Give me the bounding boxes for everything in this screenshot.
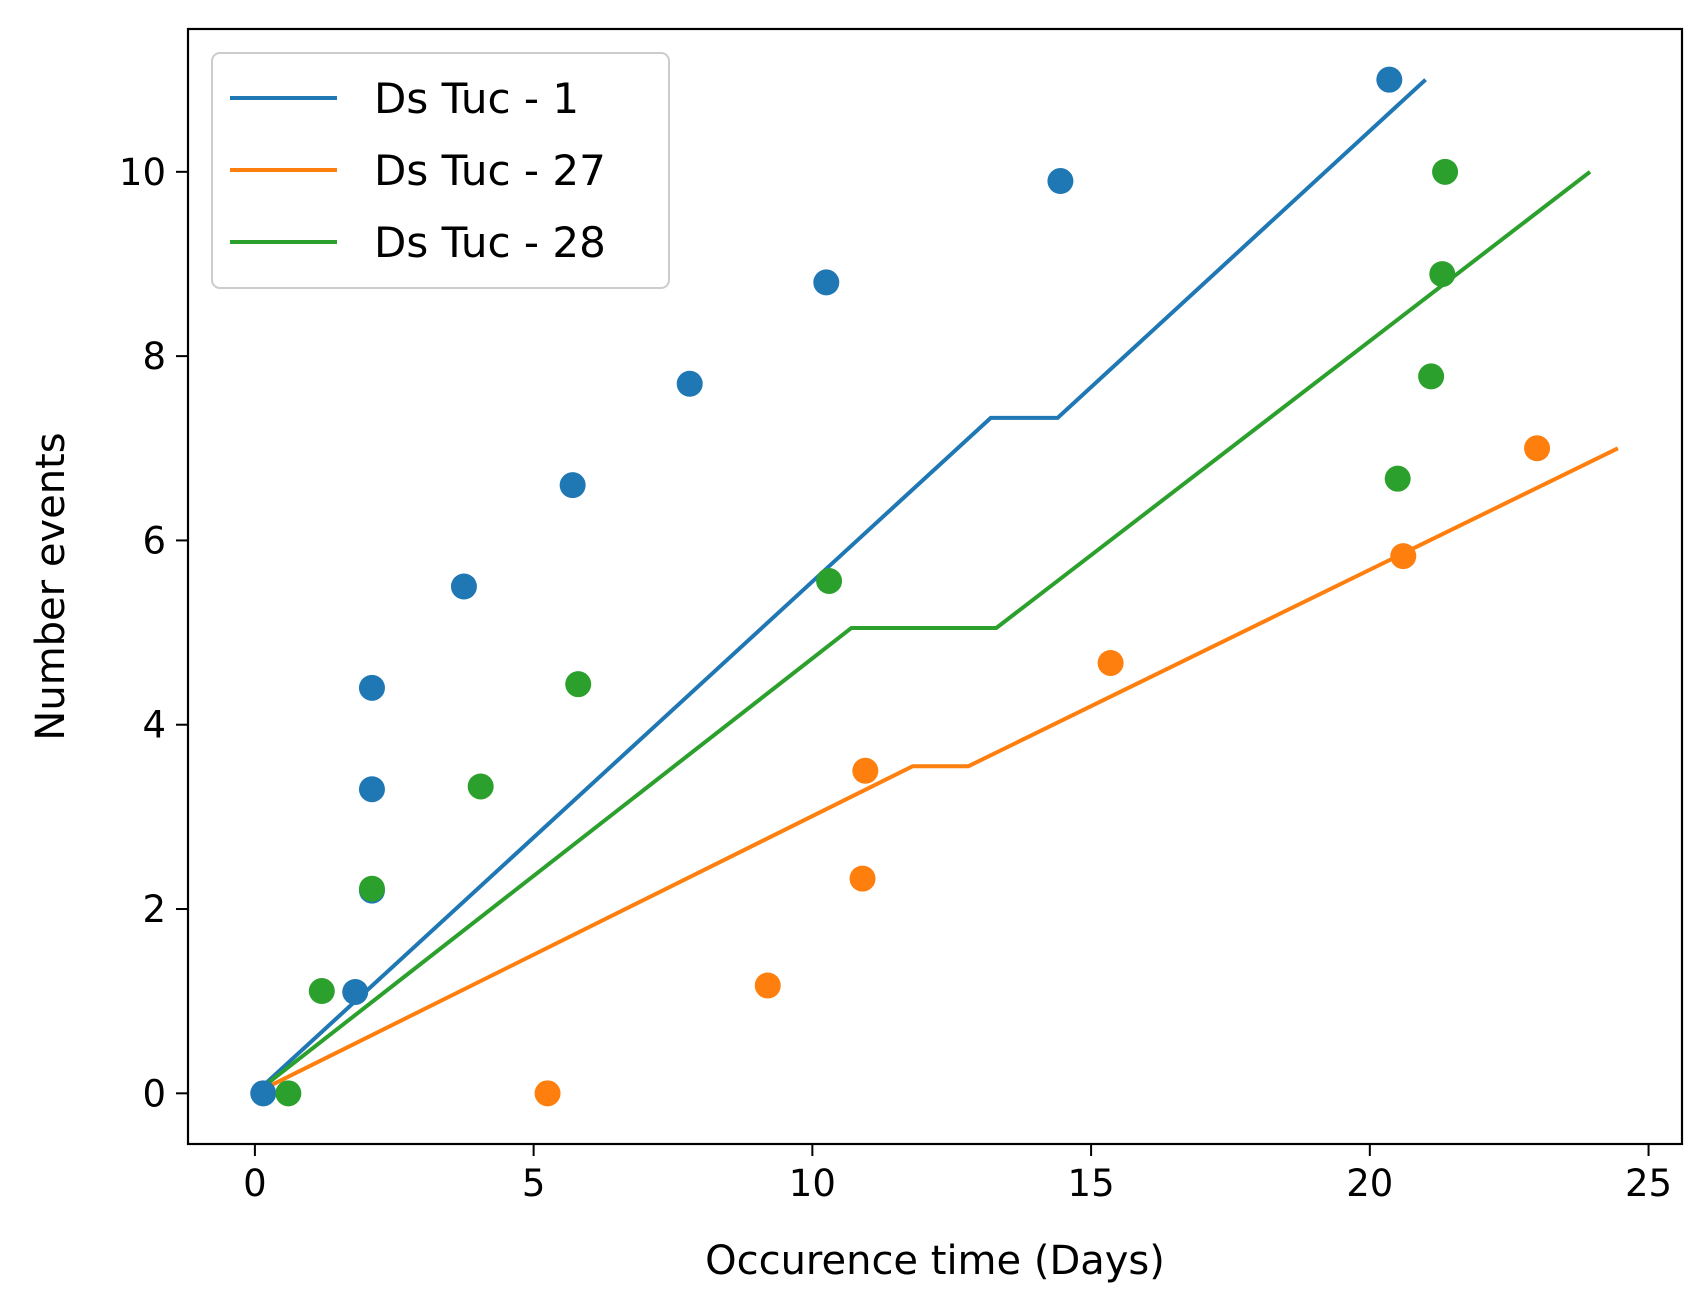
y-tick-label: 0: [142, 1072, 166, 1115]
point-series-3-9: [1429, 261, 1456, 288]
legend-label-1: Ds Tuc - 1: [374, 74, 579, 123]
point-series-3-10: [1432, 158, 1459, 185]
x-tick-label: 5: [522, 1162, 546, 1205]
y-tick-label: 6: [142, 519, 166, 562]
point-series-1-6: [450, 573, 477, 600]
point-series-2-7: [1524, 435, 1551, 462]
point-series-1-9: [813, 269, 840, 296]
point-series-2-4: [852, 757, 879, 784]
fit-line-2: [254, 446, 1619, 1096]
point-series-2-6: [1390, 543, 1417, 570]
point-series-1-8: [676, 370, 703, 397]
y-axis-ticks: 0 2 4 6 8 10: [119, 151, 188, 1115]
x-tick-label: 25: [1625, 1162, 1672, 1205]
point-series-1-5: [358, 674, 385, 701]
point-series-2-3: [849, 865, 876, 892]
y-tick-label: 8: [142, 335, 166, 378]
point-series-3-3: [358, 875, 385, 902]
x-tick-label: 10: [789, 1162, 836, 1205]
point-series-1-7: [559, 472, 586, 499]
x-tick-label: 15: [1068, 1162, 1115, 1205]
legend-label-3: Ds Tuc - 28: [374, 218, 606, 267]
fit-lines: [253, 78, 1619, 1096]
point-series-2-2: [754, 972, 781, 999]
point-series-3-1: [275, 1080, 302, 1107]
x-tick-label: 20: [1346, 1162, 1393, 1205]
y-tick-label: 10: [119, 151, 166, 194]
x-tick-label: 0: [243, 1162, 267, 1205]
plot-frame: [186, 27, 1684, 1146]
point-series-3-6: [816, 567, 843, 594]
point-series-3-5: [565, 671, 592, 698]
fit-line-3: [253, 170, 1592, 1095]
point-series-3-7: [1384, 465, 1411, 492]
point-series-2-5: [1097, 649, 1124, 676]
point-series-1-2: [342, 978, 369, 1005]
y-tick-label: 4: [142, 704, 166, 747]
point-series-1-1: [250, 1080, 277, 1107]
point-series-1-10: [1047, 168, 1074, 195]
point-series-2-1: [534, 1080, 561, 1107]
y-tick-label: 2: [142, 888, 166, 931]
legend: Ds Tuc - 1 Ds Tuc - 27 Ds Tuc - 28: [211, 52, 670, 289]
point-series-1-11: [1376, 66, 1403, 93]
legend-box: [211, 52, 670, 289]
point-series-3-4: [467, 773, 494, 800]
x-axis-label: Occurence time (Days): [705, 1238, 1165, 1284]
y-axis-label: Number events: [28, 432, 74, 740]
fit-line-1: [253, 78, 1427, 1095]
data-points: [250, 66, 1551, 1107]
point-series-3-8: [1418, 363, 1445, 390]
legend-label-2: Ds Tuc - 27: [374, 146, 606, 195]
x-axis-ticks: 0 5 10 15 20 25: [243, 1144, 1672, 1205]
point-series-1-4: [358, 776, 385, 803]
point-series-3-2: [308, 978, 335, 1005]
